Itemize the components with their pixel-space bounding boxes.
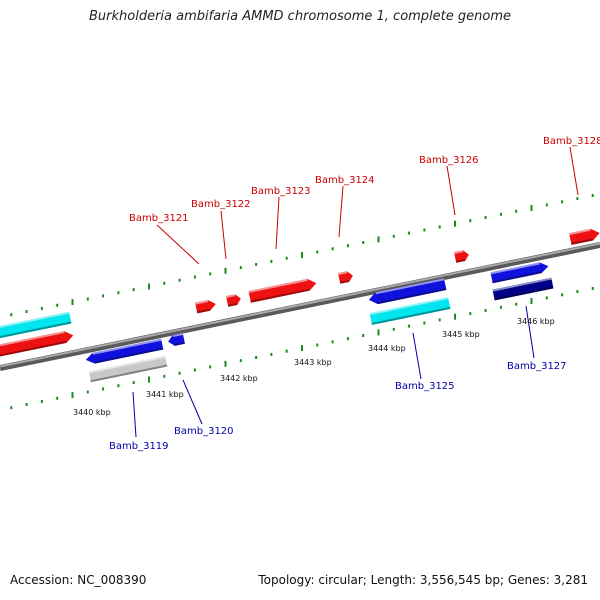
- outer-tick-track: [10, 194, 594, 317]
- leader-bamb-3120: [182, 379, 203, 425]
- scale-label: 3446 kbp: [517, 317, 555, 326]
- feature-bamb-3120[interactable]: [167, 333, 185, 347]
- gene-label-bamb-3128[interactable]: Bamb_3128: [543, 136, 600, 147]
- leader-bamb-3121: [156, 224, 200, 265]
- gene-labels: Bamb_3121 Bamb_3122 Bamb_3123 Bamb_3124 …: [109, 136, 600, 452]
- scale-label: 3443 kbp: [294, 358, 332, 367]
- feature-bamb-3119[interactable]: [85, 338, 164, 365]
- gene-label-bamb-3124[interactable]: Bamb_3124: [315, 175, 375, 186]
- scale-label: 3440 kbp: [73, 408, 111, 417]
- feature-bamb-3125[interactable]: [368, 278, 447, 305]
- gene-label-bamb-3123[interactable]: Bamb_3123: [251, 186, 311, 197]
- leader-bamb-3123: [275, 196, 280, 250]
- leader-bamb-3128: [569, 146, 579, 196]
- feature-bamb-3127[interactable]: [490, 261, 549, 284]
- feature-red-left[interactable]: [0, 329, 74, 357]
- gene-label-bamb-3121[interactable]: Bamb_3121: [129, 213, 189, 224]
- map-title: Burkholderia ambifaria AMMD chromosome 1…: [88, 9, 512, 24]
- gene-label-bamb-3126[interactable]: Bamb_3126: [419, 155, 479, 166]
- gene-label-bamb-3119[interactable]: Bamb_3119: [109, 441, 169, 452]
- gene-label-bamb-3122[interactable]: Bamb_3122: [191, 199, 251, 210]
- leader-bamb-3119: [132, 391, 137, 438]
- leader-lines: [132, 146, 579, 438]
- gene-label-bamb-3127[interactable]: Bamb_3127: [507, 361, 567, 372]
- feature-bamb-3121[interactable]: [195, 299, 217, 314]
- topology-summary-text: Topology: circular; Length: 3,556,545 bp…: [258, 573, 588, 587]
- feature-bamb-3128[interactable]: [569, 227, 600, 245]
- feature-grey-bamb-3119[interactable]: [88, 355, 168, 383]
- feature-dark-bamb-3127[interactable]: [492, 277, 554, 301]
- leader-bamb-3127: [525, 305, 535, 359]
- backbone: [0, 242, 600, 371]
- scale-labels: 3440 kbp 3441 kbp 3442 kbp 3443 kbp 3444…: [73, 317, 555, 417]
- leader-bamb-3122: [220, 210, 227, 260]
- scale-label: 3441 kbp: [146, 390, 184, 399]
- feature-cyan-bamb-3125[interactable]: [369, 297, 451, 325]
- feature-bamb-3126[interactable]: [454, 249, 470, 263]
- accession-text: Accession: NC_008390: [10, 573, 147, 587]
- leader-bamb-3124: [338, 185, 344, 238]
- gene-label-bamb-3125[interactable]: Bamb_3125: [395, 381, 455, 392]
- feature-bamb-3122[interactable]: [226, 293, 242, 307]
- gene-label-bamb-3120[interactable]: Bamb_3120: [174, 426, 234, 437]
- feature-bamb-3123[interactable]: [248, 277, 317, 303]
- scale-label: 3444 kbp: [368, 344, 406, 353]
- inner-tick-track: [10, 287, 594, 410]
- feature-cyan-left[interactable]: [0, 311, 72, 339]
- leader-bamb-3126: [446, 165, 456, 216]
- scale-label: 3445 kbp: [442, 330, 480, 339]
- gene-features: [0, 227, 600, 383]
- feature-bamb-3124[interactable]: [338, 270, 354, 284]
- scale-label: 3442 kbp: [220, 374, 258, 383]
- leader-bamb-3125: [412, 332, 422, 380]
